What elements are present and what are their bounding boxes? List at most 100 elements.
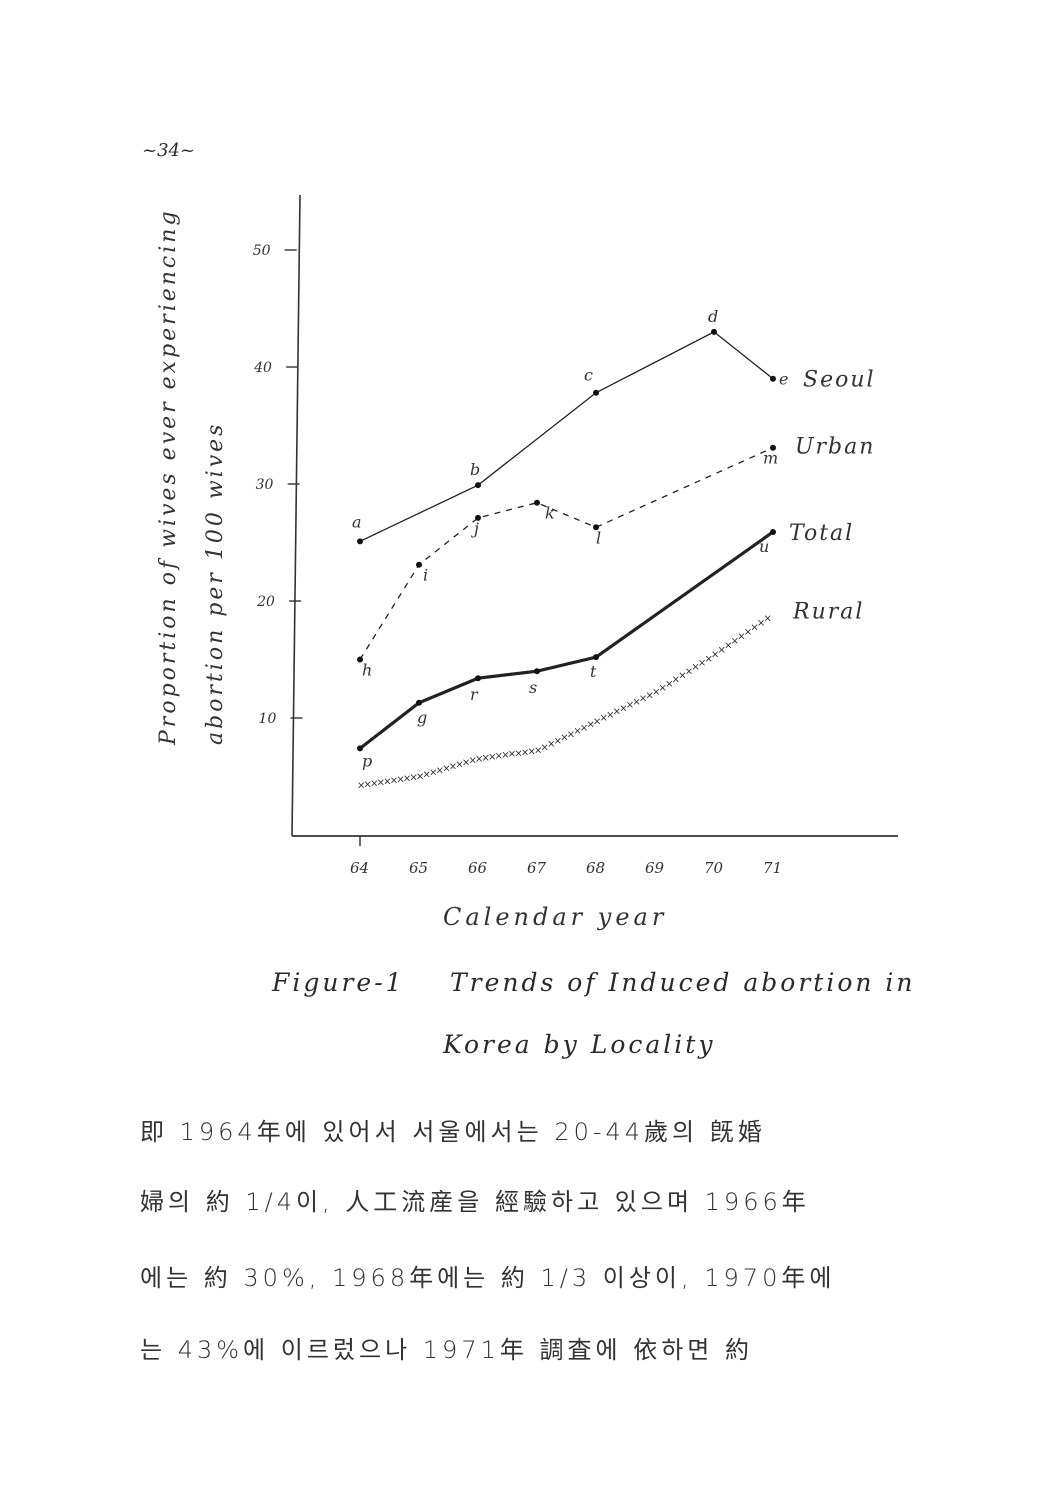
rural-x-mark: × [685,666,693,677]
rural-x-mark: × [750,622,758,633]
x-tick-label: 71 [763,859,782,877]
point-label: d [708,307,718,326]
rural-x-mark: × [416,771,424,782]
data-point [593,524,599,531]
x-axis-label: Calendar year [443,903,667,931]
rural-x-mark: × [698,658,706,669]
point-label: m [763,449,778,468]
point-label: e [779,370,788,389]
axes [291,194,898,837]
rural-x-mark: × [534,746,542,757]
data-point [534,668,540,675]
x-tick-label: 68 [586,859,605,877]
rural-x-mark: × [547,739,555,750]
rural-x-mark: × [514,748,522,759]
rural-x-mark: × [626,700,634,711]
rural-x-mark: × [495,751,503,762]
x-tick-label: 70 [704,859,724,877]
rural-x-mark: × [619,703,627,714]
body-text-line: 婦의 約 1/4이, 人工流産을 經驗하고 있으며 1966年 [140,1188,810,1216]
rural-x-mark: × [580,723,588,734]
point-label: j [471,519,479,538]
point-label: u [759,537,769,556]
rural-x-mark: × [659,683,667,694]
rural-x-mark: × [763,613,771,624]
point-label: l [596,528,601,547]
series-label: Seoul [803,368,876,393]
page-number: ~34~ [142,140,196,161]
rural-x-mark: × [672,675,680,686]
series-line [359,530,774,750]
data-point [770,444,776,451]
body-text-line: 에는 約 30%, 1968年에는 約 1/3 이상이, 1970年에 [140,1264,836,1292]
rural-x-mark: × [377,778,385,789]
data-point [770,528,776,535]
data-point [593,654,599,661]
rural-x-mark: × [403,773,411,784]
series-line [359,447,774,660]
rural-x-mark: × [396,774,404,785]
x-tick-label: 65 [409,859,428,877]
point-label: r [470,685,479,704]
rural-x-mark: × [731,636,739,647]
rural-x-mark: × [475,754,483,765]
series-label: Urban [795,435,875,460]
y-tick-label: 50 [253,243,271,259]
x-tick-label: 69 [645,859,665,877]
data-point [593,389,599,396]
x-tick-label: 66 [468,859,488,877]
rural-x-mark: × [468,756,476,767]
rural-x-mark: × [541,742,549,753]
point-label: g [417,708,427,727]
data-point [357,745,363,752]
rural-x-mark: × [462,758,470,769]
rural-x-mark: × [573,726,581,737]
point-label: i [423,566,428,585]
rural-x-mark: × [436,765,444,776]
data-point [416,699,422,706]
rural-x-mark: × [757,618,765,629]
rural-x-mark: × [639,694,647,705]
caption-line2: Korea by Locality [443,1030,716,1059]
rural-x-mark: × [488,752,496,763]
y-tick-label: 40 [253,360,272,376]
rural-x-mark: × [744,627,752,638]
rural-x-mark: × [632,697,640,708]
rural-x-mark: × [665,679,673,690]
series-urban: h i j k l m Urban [357,435,875,680]
series-seoul: a b c d e Seoul [352,307,876,545]
rural-x-mark: × [652,687,660,698]
rural-x-mark: × [409,772,417,783]
rural-x-mark: × [429,767,437,778]
rural-x-mark: × [737,631,745,642]
body-text-line: 即 1964年에 있어서 서울에서는 20-44歲의 旣婚 [140,1118,766,1146]
series-label: Rural [792,600,864,625]
y-tick-label: 20 [256,594,275,610]
body-text-line: 는 43%에 이르렀으나 1971年 調査에 依하면 約 [140,1336,753,1364]
rural-x-mark: × [613,707,621,718]
rural-x-mark: × [606,710,614,721]
point-label: b [470,460,480,479]
rural-x-mark: × [370,779,378,790]
data-point [534,499,540,506]
rural-x-mark: × [586,720,594,731]
rural-x-mark: × [645,690,653,701]
rural-x-mark: × [600,713,608,724]
y-tick-label: 10 [259,711,277,727]
point-label: a [352,512,362,531]
rural-x-mark: × [718,645,726,656]
y-axis [291,194,301,837]
rural-x-mark: × [678,670,686,681]
rural-x-mark: × [521,747,529,758]
rural-x-mark: × [711,650,719,661]
rural-x-mark: × [508,749,516,760]
x-tick-label: 67 [527,859,547,877]
x-tick-label: 64 [350,859,369,877]
rural-x-mark: × [501,750,509,761]
rural-x-mark: × [455,760,463,771]
point-label: t [590,662,597,681]
data-point [475,482,481,489]
rural-x-mark: × [691,662,699,673]
rural-x-mark: × [527,747,535,758]
